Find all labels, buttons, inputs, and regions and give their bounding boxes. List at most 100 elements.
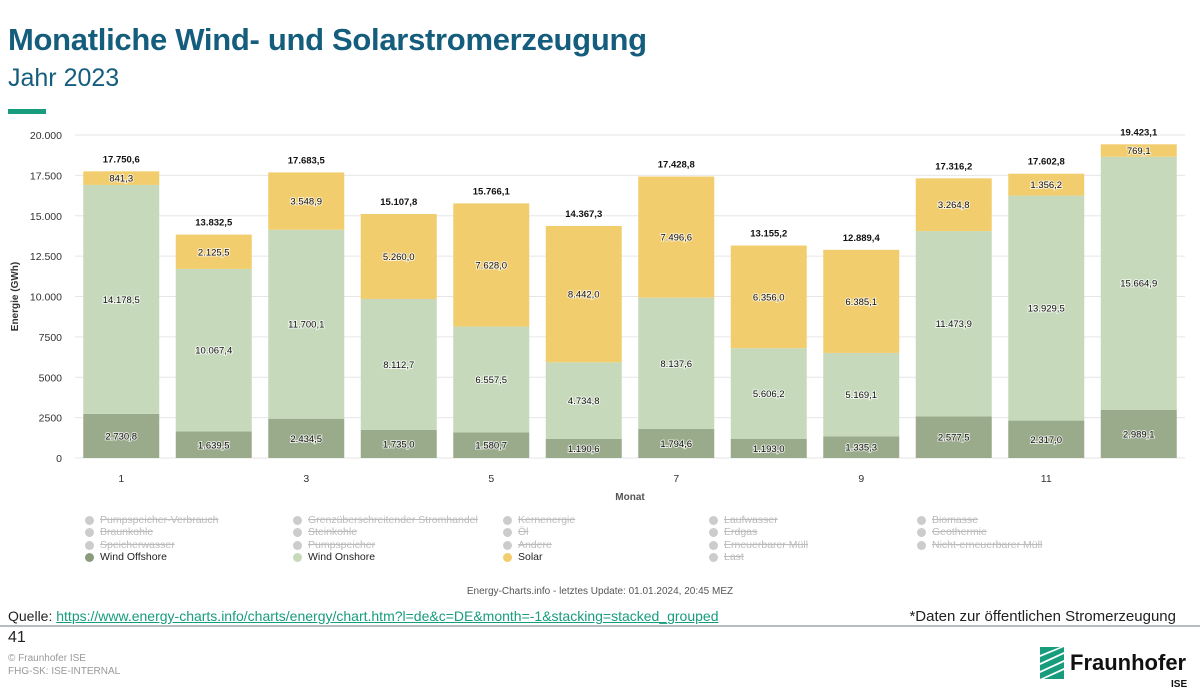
legend-item[interactable]: Biomasse <box>917 514 978 526</box>
bar-segment-wind-offshore <box>1100 409 1177 458</box>
bar-segment-wind-onshore <box>638 297 715 430</box>
total-label: 14.367,3 <box>565 209 602 220</box>
data-label: 841,3 <box>109 174 133 185</box>
y-tick-label: 5000 <box>39 372 63 384</box>
data-label: 2.989,1 <box>1123 429 1155 440</box>
data-label: 4.734,8 <box>568 396 600 407</box>
divider <box>0 625 1200 627</box>
legend-item[interactable]: Wind Offshore <box>85 551 167 563</box>
y-axis-label: Energie (GWh) <box>10 262 21 331</box>
legend-marker-icon <box>293 515 302 525</box>
data-label: 2.434,5 <box>290 434 322 445</box>
legend-item[interactable]: Pumpspeicher-Verbrauch <box>85 514 218 526</box>
data-label: 11.473,9 <box>936 319 972 330</box>
footnote: *Daten zur öffentlichen Stromerzeugung <box>909 608 1176 625</box>
data-label: 7.628,0 <box>475 260 507 271</box>
legend-item[interactable]: Nicht-erneuerbarer Müll <box>917 539 1042 551</box>
legend-label: Nicht-erneuerbarer Müll <box>932 539 1043 551</box>
bar-segment-solar <box>1008 173 1085 196</box>
data-label: 1.335,3 <box>845 443 877 454</box>
y-tick-label: 15.000 <box>30 211 62 223</box>
bar-segment-solar <box>453 203 530 327</box>
bar-segment-wind-onshore <box>83 184 160 414</box>
legend-marker-icon <box>85 515 94 525</box>
x-tick-label: 5 <box>488 473 494 485</box>
data-label: 1.580,7 <box>475 441 507 452</box>
legend-item[interactable]: Erneuerbarer Müll <box>709 539 808 551</box>
data-label: 1.190,6 <box>568 444 600 455</box>
total-label: 17.428,8 <box>658 160 695 171</box>
legend-item[interactable]: Solar <box>503 551 543 563</box>
data-label: 7.496,6 <box>660 233 692 244</box>
data-label: 6.385,1 <box>845 297 877 308</box>
bar-segment-solar <box>83 171 160 185</box>
legend-label: Solar <box>518 551 543 563</box>
data-label: 2.317,0 <box>1030 435 1062 446</box>
legend-label: Grenzüberschreitender Stromhandel <box>308 514 478 526</box>
bar-segment-wind-offshore <box>730 438 807 458</box>
bar-segment-wind-onshore <box>545 362 622 439</box>
classification-text: FHG-SK: ISE-INTERNAL <box>8 666 121 677</box>
bar-segment-solar <box>730 245 807 349</box>
legend-marker-icon <box>503 552 512 562</box>
data-label: 3.264,8 <box>938 200 970 211</box>
data-label: 5.606,2 <box>753 389 785 400</box>
legend-item[interactable]: Pumpspeicher <box>293 539 375 551</box>
total-label: 15.107,8 <box>380 197 417 208</box>
legend-item[interactable]: Wind Onshore <box>293 551 375 563</box>
legend-item[interactable]: Öl <box>503 526 529 538</box>
bar-segment-wind-onshore <box>360 298 437 430</box>
legend-item[interactable]: Andere <box>503 539 552 551</box>
legend-label: Erdgas <box>724 526 758 538</box>
data-label: 5.169,1 <box>845 390 877 401</box>
bar-segment-solar <box>1100 144 1177 157</box>
legend-marker-icon <box>85 552 94 562</box>
data-label: 15.664,9 <box>1120 279 1157 290</box>
data-label: 8.112,7 <box>383 360 414 371</box>
legend-label: Pumpspeicher-Verbrauch <box>100 514 219 526</box>
y-tick-label: 20.000 <box>30 130 62 142</box>
bar-segment-wind-onshore <box>823 352 900 437</box>
y-tick-label: 12.500 <box>30 251 62 263</box>
legend-item[interactable]: Braunkohle <box>85 526 153 538</box>
logo-text: Fraunhofer <box>1070 650 1187 675</box>
legend-label: Braunkohle <box>100 526 154 538</box>
legend-marker-icon <box>917 527 926 537</box>
legend-marker-icon <box>503 515 512 525</box>
legend-marker-icon <box>85 527 94 537</box>
x-tick-label: 9 <box>858 473 864 485</box>
legend-item[interactable]: Grenzüberschreitender Stromhandel <box>293 514 478 526</box>
total-label: 17.750,6 <box>103 154 140 165</box>
x-tick-label: 3 <box>303 473 309 485</box>
legend-item[interactable]: Erdgas <box>709 526 757 538</box>
bar-segment-wind-offshore <box>83 413 160 458</box>
data-label: 1.193,0 <box>753 444 785 455</box>
data-label: 3.548,9 <box>290 197 322 208</box>
source-link[interactable]: https://www.energy-charts.info/charts/en… <box>56 608 719 624</box>
bar-segment-wind-offshore <box>823 436 900 458</box>
stacked-bar-chart: 0 2500 5000 7500 10.000 12.500 15.000 17.500 20.… <box>10 127 1185 503</box>
legend-item[interactable]: Kernenergie <box>503 514 575 526</box>
legend-marker-icon <box>917 515 926 525</box>
legend-item[interactable]: Steinkohle <box>293 526 357 538</box>
legend-item[interactable]: Geothermie <box>917 526 987 538</box>
legend-label: Öl <box>518 526 529 538</box>
bar-segment-wind-offshore <box>545 438 622 458</box>
total-label: 19.423,1 <box>1120 127 1158 138</box>
x-tick-label: 7 <box>673 473 679 485</box>
y-tick-label: 17.500 <box>30 170 62 182</box>
copyright-text: © Fraunhofer ISE <box>8 653 86 664</box>
bar-segment-solar <box>545 225 622 363</box>
legend-marker-icon <box>503 540 512 550</box>
legend-label: Last <box>724 551 744 563</box>
legend-label: Kernenergie <box>518 514 576 526</box>
legend-item[interactable]: Last <box>709 551 744 563</box>
legend-item[interactable]: Laufwasser <box>709 514 778 526</box>
bar-segment-wind-offshore <box>360 429 437 458</box>
logo-sub: ISE <box>1171 679 1187 690</box>
legend-marker-icon <box>293 540 302 550</box>
legend-item[interactable]: Speicherwasser <box>85 539 175 551</box>
bar-segment-solar <box>638 176 715 298</box>
accent-bar <box>8 109 46 114</box>
bar-segment-wind-onshore <box>1008 195 1085 421</box>
